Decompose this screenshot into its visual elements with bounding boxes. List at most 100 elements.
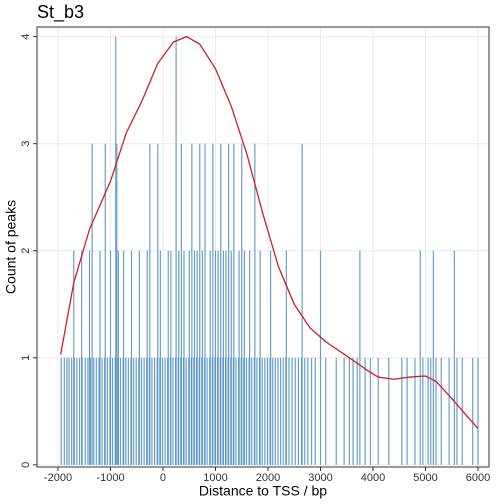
bar	[138, 250, 140, 465]
bar	[369, 357, 371, 465]
bar	[256, 357, 258, 465]
bar	[304, 357, 306, 465]
bar	[343, 357, 345, 465]
bar	[472, 357, 474, 465]
bar	[225, 250, 227, 465]
bar	[115, 36, 117, 465]
bar	[99, 250, 101, 465]
bar	[201, 250, 203, 465]
bar	[111, 357, 114, 465]
bar	[98, 357, 100, 465]
bar	[178, 250, 180, 465]
y-tick-label: 0	[20, 462, 32, 468]
bar	[76, 357, 78, 465]
bar	[430, 357, 432, 465]
bar	[266, 357, 269, 465]
x-tick-label: 5000	[413, 472, 437, 484]
bar	[422, 357, 424, 465]
bar	[254, 143, 256, 465]
bar	[238, 250, 240, 465]
bar	[228, 143, 230, 465]
bar	[456, 357, 458, 465]
bar	[104, 143, 106, 465]
bar	[270, 250, 272, 465]
bar	[151, 357, 153, 465]
bar	[127, 357, 129, 465]
y-tick-label: 3	[20, 141, 32, 147]
bar	[261, 357, 263, 465]
bar	[91, 143, 93, 465]
bar	[282, 357, 284, 465]
bar	[285, 250, 287, 465]
bar	[264, 357, 266, 465]
bar	[414, 357, 416, 465]
bar	[435, 357, 437, 465]
bar	[183, 250, 185, 465]
bar	[167, 250, 169, 465]
bar	[249, 250, 251, 465]
bar	[243, 250, 245, 465]
bar	[356, 357, 358, 465]
bar	[477, 357, 479, 465]
bar	[448, 357, 450, 465]
bar	[191, 143, 193, 465]
bar	[297, 357, 300, 465]
bar	[132, 357, 135, 465]
y-tick-label: 2	[20, 248, 32, 254]
bar	[288, 357, 290, 465]
bar	[359, 250, 361, 465]
bar	[279, 357, 282, 465]
bar	[63, 357, 65, 465]
chart-title: St_b3	[37, 2, 84, 23]
bar	[172, 357, 174, 465]
bar	[71, 357, 73, 465]
bar	[406, 357, 408, 465]
bar	[109, 250, 112, 465]
bar	[149, 143, 151, 465]
bar	[220, 143, 222, 465]
bar	[196, 250, 198, 465]
bar	[119, 357, 122, 465]
bar	[294, 357, 296, 465]
bar	[78, 357, 81, 465]
bar	[291, 357, 293, 465]
bar	[170, 250, 172, 465]
bar	[259, 250, 261, 465]
bar	[222, 250, 224, 465]
x-tick-label: 6000	[466, 472, 490, 484]
bar	[117, 250, 119, 465]
bar	[140, 357, 143, 465]
bar	[153, 357, 156, 465]
y-tick-label: 1	[20, 355, 32, 361]
bar	[95, 357, 97, 465]
bar	[419, 250, 421, 465]
x-tick-label: -2000	[44, 472, 72, 484]
bar	[307, 357, 309, 465]
bar	[66, 357, 68, 465]
bar	[217, 250, 219, 465]
x-tick-label: -1000	[96, 472, 124, 484]
bar	[143, 357, 145, 465]
bar	[89, 357, 92, 465]
bar	[241, 143, 243, 465]
panel-border	[36, 26, 490, 468]
y-tick-label: 4	[20, 34, 32, 40]
bar	[146, 250, 148, 465]
bar	[116, 143, 118, 465]
bar	[84, 357, 86, 465]
bar	[157, 143, 159, 465]
bar	[188, 250, 190, 465]
bar	[125, 357, 127, 465]
bar	[432, 250, 434, 465]
bar	[274, 357, 276, 465]
bar	[159, 250, 161, 465]
bar	[364, 357, 366, 465]
bar	[272, 357, 274, 465]
bar	[314, 357, 316, 465]
bar	[277, 357, 279, 465]
bar	[199, 143, 201, 465]
x-axis-label: Distance to TSS / bp	[199, 483, 327, 499]
bar	[87, 357, 89, 465]
